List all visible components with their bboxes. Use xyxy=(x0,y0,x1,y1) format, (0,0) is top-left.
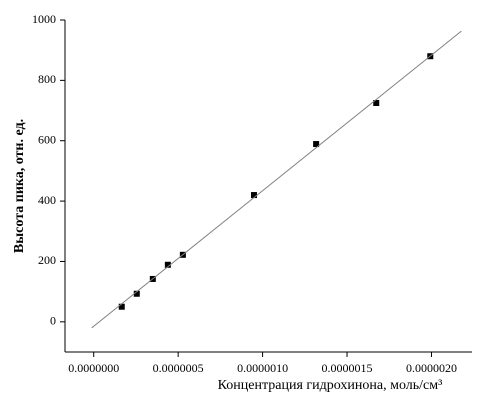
y-axis-label: Высота пика, отн. ед. xyxy=(12,119,27,253)
x-axis-label: Концентрация гидрохинона, моль/см³ xyxy=(218,378,443,393)
x-tick-label: 0.0000010 xyxy=(237,361,288,375)
x-tick-label: 0.0000000 xyxy=(68,361,119,375)
y-tick-label: 1000 xyxy=(32,12,56,26)
x-tick-label: 0.0000005 xyxy=(153,361,204,375)
y-tick-label: 200 xyxy=(38,253,56,267)
fit-line xyxy=(91,30,462,329)
data-point xyxy=(313,141,320,148)
data-point xyxy=(133,290,140,297)
data-point xyxy=(164,261,171,268)
data-point xyxy=(118,303,125,310)
y-tick-label: 800 xyxy=(38,72,56,86)
data-point xyxy=(373,100,380,106)
y-tick-label: 400 xyxy=(38,193,56,207)
data-point xyxy=(250,192,257,199)
x-tick-label: 0.0000020 xyxy=(406,361,457,375)
y-tick-label: 0 xyxy=(50,314,56,328)
x-tick-label: 0.0000015 xyxy=(322,361,373,375)
y-tick-label: 600 xyxy=(38,132,56,146)
